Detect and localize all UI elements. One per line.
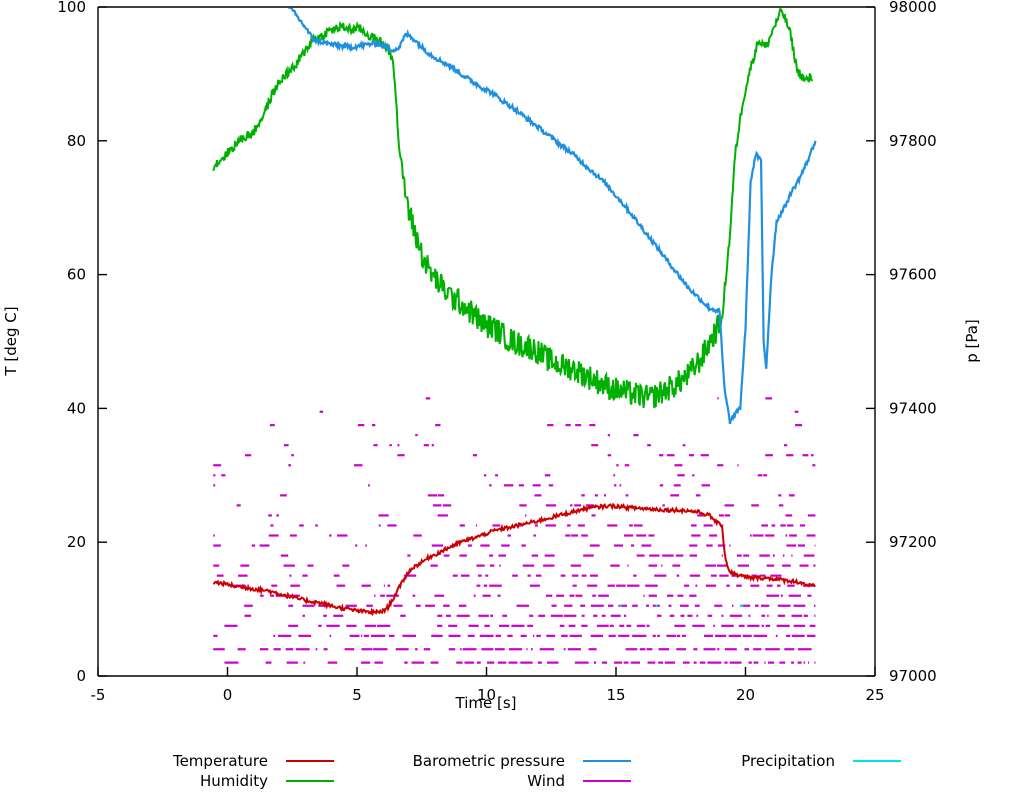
x-tick-label: 20 bbox=[736, 686, 755, 704]
y-axis-right-ticks: 97000 97200 97400 97600 97800 98000 bbox=[866, 0, 937, 685]
legend-label: Precipitation bbox=[741, 752, 835, 770]
x-axis-title: Time [s] bbox=[455, 694, 517, 712]
series-humidity bbox=[212, 8, 814, 409]
x-tick-label: 10 bbox=[477, 686, 496, 704]
y-tick-label: 80 bbox=[67, 132, 86, 150]
y2-tick-label: 97800 bbox=[889, 132, 937, 150]
y-tick-label: 20 bbox=[67, 533, 86, 551]
y-axis-right-title: p [Pa] bbox=[963, 319, 981, 363]
series-clip-group bbox=[212, 8, 817, 664]
legend-item-temperature[interactable]: Temperature bbox=[172, 752, 334, 770]
x-tick-label: 0 bbox=[223, 686, 233, 704]
series-layer bbox=[212, 8, 817, 664]
y-tick-label: 100 bbox=[57, 0, 86, 16]
legend-label: Barometric pressure bbox=[413, 752, 565, 770]
y2-tick-label: 98000 bbox=[889, 0, 937, 16]
chart-legend: Temperature Barometric pressure Precipitat… bbox=[172, 752, 901, 790]
legend-label: Humidity bbox=[200, 772, 268, 790]
y2-tick-label: 97400 bbox=[889, 399, 937, 417]
y2-tick-label: 97000 bbox=[889, 667, 937, 685]
legend-label: Wind bbox=[527, 772, 565, 790]
x-axis-ticks: -5 0 5 10 15 20 25 bbox=[91, 667, 885, 704]
x-tick-label: 15 bbox=[606, 686, 625, 704]
x-tick-label: -5 bbox=[91, 686, 106, 704]
series-barometric-pressure bbox=[287, 8, 817, 425]
y-axis-left-title: T [deg C] bbox=[2, 306, 20, 376]
legend-item-wind[interactable]: Wind bbox=[527, 772, 631, 790]
series-temperature bbox=[212, 502, 816, 617]
x-tick-label: 25 bbox=[865, 686, 884, 704]
y2-tick-label: 97200 bbox=[889, 533, 937, 551]
legend-item-precipitation[interactable]: Precipitation bbox=[741, 752, 901, 770]
y-tick-label: 60 bbox=[67, 266, 86, 284]
legend-label: Temperature bbox=[172, 752, 268, 770]
y-tick-label: 0 bbox=[76, 667, 86, 685]
y2-tick-label: 97600 bbox=[889, 266, 937, 284]
y-tick-label: 40 bbox=[67, 399, 86, 417]
x-tick-label: 5 bbox=[352, 686, 362, 704]
y-axis-left-ticks: 0 20 40 60 80 100 bbox=[57, 0, 107, 685]
legend-item-barometric-pressure[interactable]: Barometric pressure bbox=[413, 752, 631, 770]
legend-item-humidity[interactable]: Humidity bbox=[200, 772, 334, 790]
